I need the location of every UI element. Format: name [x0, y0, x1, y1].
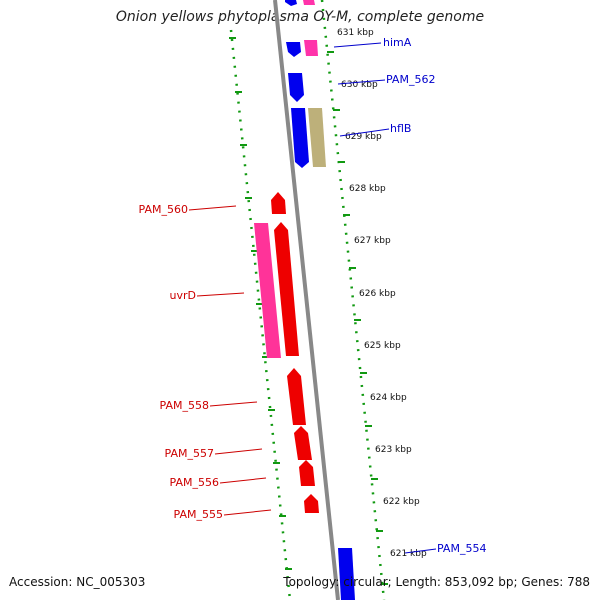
gene-uvrD-rna[interactable] [254, 223, 281, 358]
tick-label: 621 kbp [390, 549, 427, 559]
gene-PAM_560[interactable] [271, 192, 286, 214]
genome-backbone [273, 0, 340, 600]
gene-label-PAM_555[interactable]: PAM_555 [174, 508, 223, 521]
gene-rna-himA[interactable] [304, 40, 318, 56]
gene-label-PAM_558[interactable]: PAM_558 [160, 399, 209, 412]
gene-label-PAM_556[interactable]: PAM_556 [170, 476, 219, 489]
gene-PAM_558[interactable] [287, 368, 306, 425]
right-dotted-track [320, 0, 386, 600]
gene-label-PAM_557[interactable]: PAM_557 [165, 447, 214, 460]
tick-label: 622 kbp [383, 497, 420, 507]
tick-label: 626 kbp [359, 289, 396, 299]
reverse-label-connectors [188, 205, 272, 516]
tick-label: 630 kbp [341, 80, 378, 90]
gene-label-hflB[interactable]: hflB [390, 122, 411, 135]
forward-label-connectors [333, 42, 437, 554]
gene-label-PAM_562[interactable]: PAM_562 [386, 73, 435, 86]
gene-top-partial[interactable] [285, 0, 297, 6]
gene-label-PAM_560[interactable]: PAM_560 [139, 203, 188, 216]
genome-summary: Topology: circular; Length: 853,092 bp; … [283, 575, 590, 589]
tick-label: 625 kbp [364, 341, 401, 351]
tick-label: 627 kbp [354, 236, 391, 246]
tick-label: 624 kbp [370, 393, 407, 403]
left-dotted-track [229, 29, 292, 600]
gene-himA[interactable] [286, 42, 301, 57]
gene-label-himA[interactable]: himA [383, 36, 412, 49]
track-dashes [229, 37, 388, 585]
gene-PAM_556[interactable] [299, 460, 315, 486]
gene-PAM_555[interactable] [304, 494, 319, 513]
gene-uvrD[interactable] [274, 222, 299, 356]
gene-pink-top[interactable] [303, 0, 315, 5]
gene-PAM_554[interactable] [338, 548, 355, 600]
accession-label: Accession: NC_005303 [9, 575, 146, 589]
gene-hflB[interactable] [291, 108, 309, 168]
tick-label: 623 kbp [375, 445, 412, 455]
tick-label: 631 kbp [337, 28, 374, 38]
gene-label-PAM_554[interactable]: PAM_554 [437, 542, 486, 555]
gene-PAM_562[interactable] [288, 73, 304, 102]
tick-label: 629 kbp [345, 132, 382, 142]
map-title: Onion yellows phytoplasma OY-M, complete… [115, 9, 485, 25]
gene-label-uvrD[interactable]: uvrD [170, 289, 196, 302]
gene-hflB-feature[interactable] [308, 108, 326, 167]
tick-label: 628 kbp [349, 184, 386, 194]
gene-PAM_557[interactable] [294, 426, 312, 460]
